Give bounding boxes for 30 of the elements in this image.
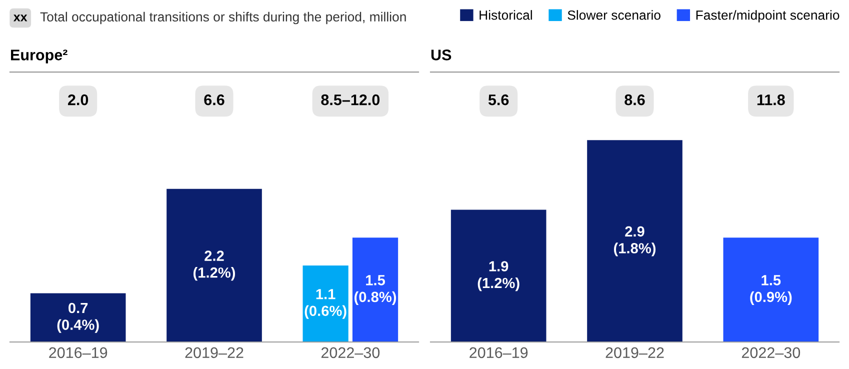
data-label: 2.2 (1.2%) <box>194 250 235 281</box>
bar <box>352 238 398 342</box>
text: xx <box>13 14 28 22</box>
bar <box>302 265 348 342</box>
data-label: 1.1 (0.6%) <box>304 289 346 319</box>
legend-label: Historical <box>480 10 532 20</box>
data-label: 2.9 (1.8%) <box>614 226 656 256</box>
x-tick-label: 2022–30 <box>321 347 380 358</box>
legend-label: Faster/midpoint scenario <box>696 10 840 22</box>
text: 11.8 <box>757 94 785 106</box>
x-tick-label: 2022–30 <box>742 347 800 358</box>
text: Total occupational transitions or shifts during the period, million <box>40 12 406 24</box>
data-label: 0.7 (0.4%) <box>57 302 99 333</box>
x-tick-label: 2016–19 <box>470 347 528 358</box>
x-tick-label: 2019–22 <box>185 347 244 358</box>
x-tick-label: 2016–19 <box>49 347 108 358</box>
chart-title: Europe² <box>11 50 68 64</box>
data-label: 1.5 (0.9%) <box>750 275 792 305</box>
text: 5.6 <box>488 94 509 106</box>
data-label: 1.9 (1.2%) <box>478 261 520 292</box>
text: 8.5–12.0 <box>321 94 380 106</box>
text: 6.6 <box>204 94 224 106</box>
bar <box>30 293 126 342</box>
text: 2.0 <box>68 94 88 106</box>
chart-title: US <box>431 50 452 60</box>
text: 8.6 <box>624 94 645 106</box>
bar <box>166 188 262 342</box>
x-tick-label: 2019–22 <box>606 347 664 358</box>
legend-label: Slower scenario <box>568 10 660 20</box>
data-label: 1.5 (0.8%) <box>354 275 396 305</box>
